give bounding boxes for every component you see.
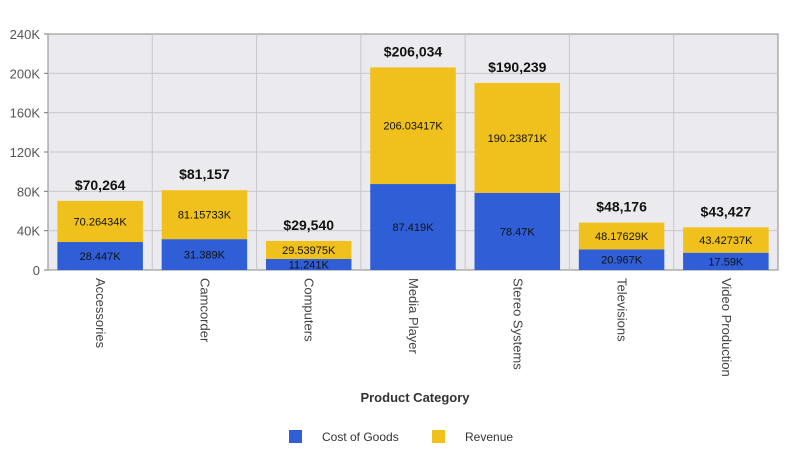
bar-total-label: $43,427 [701,203,752,219]
bar-cost-of-goods [578,249,665,270]
bar-segment-label: 70.26434K [74,216,128,228]
bar-total-label: $206,034 [384,43,443,59]
bar-segment-label: 78.47K [500,226,536,238]
bar-cost-of-goods [683,252,769,270]
bar-segment-label: 11.241K [289,259,330,271]
bar-cost-of-goods [161,239,248,270]
y-tick-label: 120K [10,145,41,160]
bar-revenue [370,67,456,185]
legend-label: Cost of Goods [322,430,399,444]
bar-total-label: $48,176 [596,199,647,215]
y-tick-label: 240K [10,27,41,42]
y-tick-label: 80K [17,184,40,199]
legend-label: Revenue [465,430,513,444]
bar-cost-of-goods [265,258,352,270]
bar-cost-of-goods [474,192,561,270]
x-category-label: Video Production [719,278,734,377]
bar-segment-label: 28.447K [80,251,122,263]
legend: Cost of Goods Revenue [289,430,513,444]
bar-segment-label: 17.59K [708,256,744,268]
bar-segment-label: 48.17629K [595,231,649,243]
bar-segment-label: 43.42737K [699,235,753,247]
bars [57,67,769,270]
segment-labels: 28.447K 70.26434K 31.389K 81.15733K 11.241K 2… [74,121,754,272]
legend-swatch [289,430,302,443]
bar-revenue [683,227,769,253]
bar-revenue [474,82,561,193]
y-tick-label: 0 [33,263,40,278]
bar-revenue [57,200,143,243]
y-tick-label: 40K [17,224,40,239]
bar-segment-label: 31.389K [184,250,226,262]
bar-segment-label: 87.419K [393,222,435,234]
x-category-label: Computers [302,278,317,342]
x-axis-title: Product Category [360,390,470,405]
bar-cost-of-goods [57,242,143,270]
x-category-label: Stereo Systems [510,278,525,370]
total-labels: $70,264 $81,157 $29,540 $206,034 $190,239 $48… [75,43,752,233]
bar-total-label: $81,157 [179,166,230,182]
bar-total-label: $70,264 [75,177,126,193]
x-category-label: Accessories [93,278,108,349]
bar-segment-label: 29.53975K [282,245,336,257]
bar-segment-label: 206.03417K [383,121,443,133]
x-category-label: Camcorder [197,278,212,343]
y-axis-ticks: 0 40K 80K 120K 160K 200K 240K [10,27,48,278]
bar-revenue [578,222,665,250]
x-category-label: Televisions [615,278,630,342]
bar-revenue [265,240,352,259]
x-category-label: Media Player [406,278,421,355]
bar-segment-label: 190.23871K [488,133,548,145]
legend-swatch [432,430,445,443]
y-tick-label: 160K [10,106,41,121]
x-axis-categories: Accessories Camcorder Computers Media Playe… [93,278,734,377]
bar-segment-label: 20.967K [601,255,643,267]
bar-segment-label: 81.15733K [178,210,232,222]
bar-revenue [161,190,248,240]
bar-total-label: $29,540 [283,217,334,233]
bar-total-label: $190,239 [488,59,547,75]
bar-cost-of-goods [370,184,456,270]
y-tick-label: 200K [10,66,41,81]
